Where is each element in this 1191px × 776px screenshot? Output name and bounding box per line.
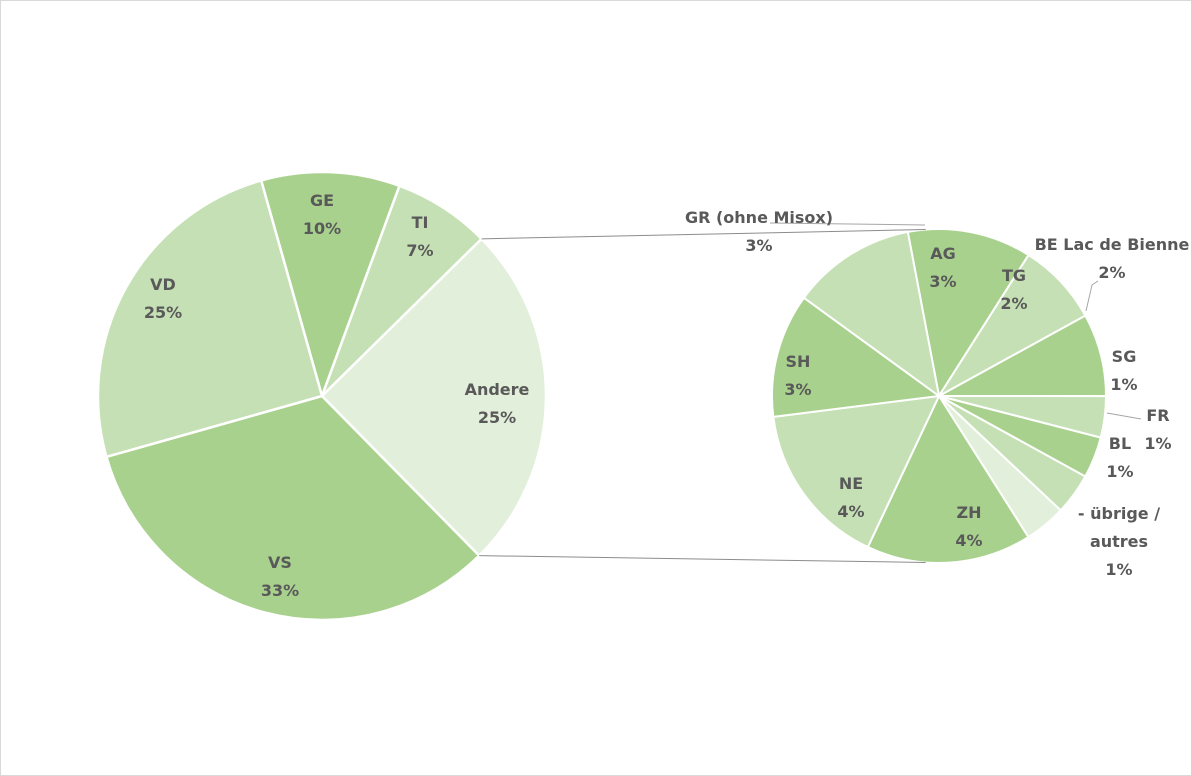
leader-line-fr bbox=[1106, 412, 1142, 420]
secondary-slice-ag bbox=[906, 227, 1030, 399]
secondary-label-fr: FR 1% bbox=[1144, 406, 1171, 453]
secondary-label-sh: SH 3% bbox=[784, 352, 811, 399]
secondary-label-be-lac-de-bienne: BE Lac de Bienne 2% bbox=[1035, 235, 1190, 282]
connector-line-top bbox=[481, 229, 926, 240]
secondary-slice-gr-ohne-misox bbox=[802, 230, 941, 399]
secondary-slice-sh bbox=[771, 296, 942, 418]
leader-line-gr-ohne-misox bbox=[769, 222, 926, 226]
secondary-label-brige-autres: - übrige / autres 1% bbox=[1078, 504, 1160, 579]
primary-slice-ge bbox=[259, 170, 402, 401]
secondary-label-bl: BL 1% bbox=[1106, 434, 1133, 481]
secondary-slice-zh bbox=[866, 393, 1030, 564]
primary-label-ti: TI 7% bbox=[406, 213, 433, 260]
primary-label-andere: Andere 25% bbox=[465, 380, 530, 427]
leader-line-be-lac-de-bienne bbox=[1085, 280, 1099, 312]
secondary-label-ne: NE 4% bbox=[837, 474, 864, 521]
primary-label-ge: GE 10% bbox=[303, 191, 341, 238]
secondary-label-tg: TG 2% bbox=[1000, 266, 1027, 313]
secondary-label-zh: ZH 4% bbox=[955, 503, 982, 550]
primary-label-vd: VD 25% bbox=[144, 275, 182, 322]
secondary-label-gr-ohne-misox: GR (ohne Misox) 3% bbox=[685, 208, 833, 255]
secondary-slice-ne bbox=[772, 394, 941, 549]
secondary-label-ag: AG 3% bbox=[929, 244, 956, 291]
primary-label-vs: VS 33% bbox=[261, 553, 299, 600]
connector-line-bottom bbox=[479, 555, 926, 563]
primary-slice-vs bbox=[104, 394, 481, 622]
primary-slice-vd bbox=[96, 178, 324, 459]
secondary-label-sg: SG 1% bbox=[1110, 347, 1137, 394]
primary-slice-andere bbox=[320, 237, 548, 558]
